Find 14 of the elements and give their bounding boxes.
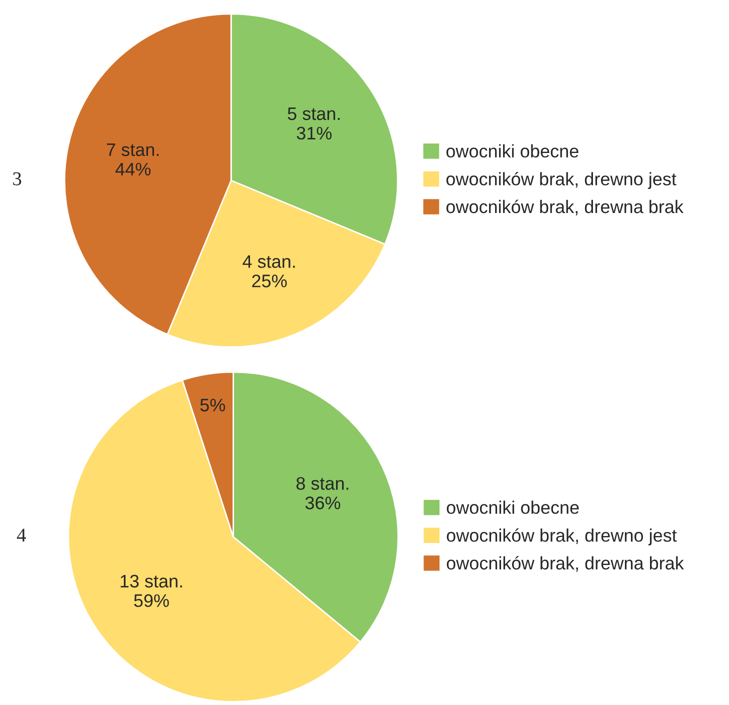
data-label: 7 stan. 44% bbox=[106, 144, 159, 176]
legend-label: owocników brak, drewno jest bbox=[446, 172, 676, 189]
legend-label: owocniki obecne bbox=[446, 144, 578, 158]
legend-label: owocników brak, drewna brak bbox=[446, 200, 684, 216]
data-label: 4 stan. 25% bbox=[242, 255, 295, 288]
data-label: 5% bbox=[200, 398, 226, 412]
data-label: 8 stan. 36% bbox=[296, 477, 348, 510]
text: 3 bbox=[13, 172, 22, 186]
text: 4 bbox=[16, 528, 26, 542]
legend-label: owocników brak, drewno jest bbox=[446, 528, 677, 546]
data-label: 5 stan. 31% bbox=[288, 107, 340, 140]
legend-label: owocników brak, drewna brak bbox=[446, 556, 684, 572]
data-label: 13 stan. 59% bbox=[120, 574, 182, 608]
legend-label: owocniki obecne bbox=[446, 500, 579, 514]
